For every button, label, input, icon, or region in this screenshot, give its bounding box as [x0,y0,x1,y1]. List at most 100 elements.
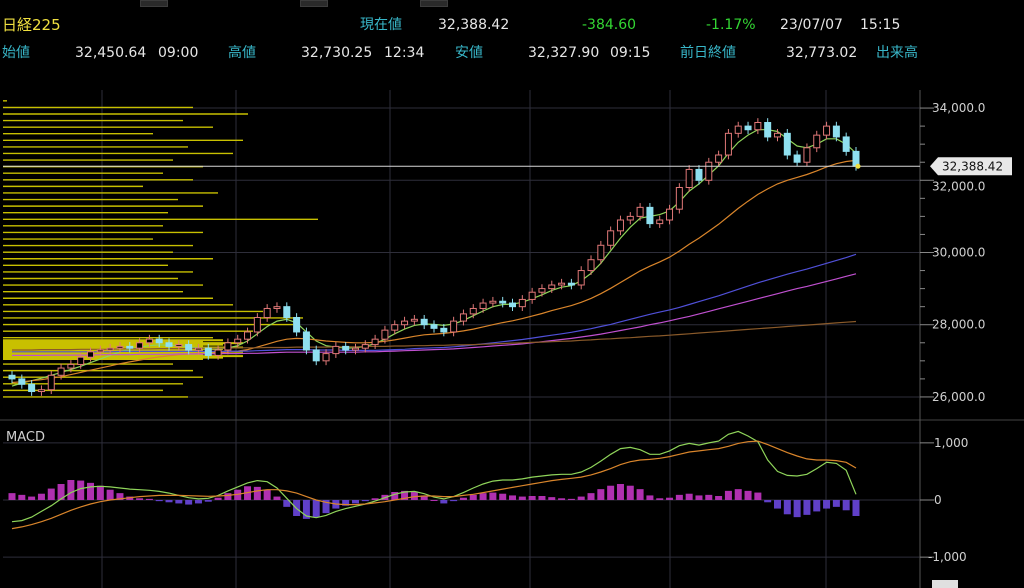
candle-body [558,282,566,286]
candle-body [401,320,409,326]
candle-body [204,347,212,356]
macd-histogram-bar [724,490,732,500]
macd-histogram-bar [577,496,585,500]
candle-body [724,132,732,156]
candle-body [616,219,624,232]
candle-body [283,306,291,318]
moving-average-line [11,159,857,384]
macd-histogram-bar [283,500,291,507]
macd-histogram-bar [106,489,114,500]
candle-body [194,347,202,351]
macd-histogram-bar [116,493,124,500]
macd-histogram-bar [548,497,556,500]
candle-body [420,318,428,326]
toolbar-strip [0,0,1024,8]
moving-average-line [12,320,857,351]
macd-histogram-bar [607,485,615,500]
macd-histogram-bar [852,500,860,516]
candle-body [28,383,36,393]
macd-histogram-bar [597,489,605,500]
candle-body [793,154,801,163]
last-price-marker [855,163,861,169]
macd-histogram-bar [77,480,85,500]
moving-average-line [12,253,857,353]
macd-histogram-bar [518,496,526,500]
candle-body [224,342,232,351]
open-time: 09:00 [158,45,199,61]
candle-body [832,125,840,138]
candle-body [96,349,104,353]
macd-histogram-bar [636,489,644,500]
macd-histogram-bar [440,500,448,504]
macd-histogram-bar [675,494,683,500]
candle-body [116,345,124,349]
moving-average-line [12,273,857,356]
candle-body [273,306,281,309]
candle-body [361,344,369,349]
toolbar-button[interactable] [140,0,168,7]
macd-histogram-bar [646,495,654,500]
macd-histogram-bar [67,480,75,500]
macd-histogram-bar [430,500,438,501]
candle-body [410,318,418,322]
candle-body [440,327,448,333]
candle-body [538,288,546,293]
candle-body [528,291,536,300]
macd-tick-label: 0 [934,493,942,507]
high-label: 高値 [228,45,256,61]
macd-histogram-bar [410,491,418,500]
macd-histogram-bar [656,498,664,500]
prev-close-value: 32,773.02 [786,45,858,61]
candle-body [351,347,359,351]
candle-body [734,125,742,134]
macd-histogram-bar [96,485,104,500]
macd-signal-line [11,440,857,530]
candle-body [744,125,752,131]
candle-body [518,298,526,308]
candle-body [773,132,781,138]
macd-histogram-bar [823,500,831,509]
macd-title: MACD [6,430,45,445]
candle-body [813,134,821,149]
header-row-1: 日経225 現在値 32,388.42 -384.60 -1.17% 23/07… [0,13,1024,37]
macd-histogram-bar [813,500,821,512]
candle-body [754,122,762,131]
candle-body [430,324,438,329]
candle-body [675,187,683,210]
candle-body [37,389,45,393]
macd-histogram-bar [528,496,536,500]
candle-body [479,302,487,309]
candle-body [47,374,55,391]
scrollbar-thumb[interactable] [932,580,958,588]
macd-histogram-bar [194,500,202,504]
candle-body [597,244,605,261]
instrument-title: 日経225 [2,16,61,34]
candle-body [783,132,791,156]
candle-body [695,168,703,181]
candle-body [185,344,193,351]
macd-tick-label: -1,000 [928,550,967,564]
macd-histogram-bar [28,496,36,500]
toolbar-button[interactable] [300,0,328,7]
candle-body [371,338,379,346]
toolbar-button[interactable] [420,0,448,7]
macd-histogram-bar [499,493,507,500]
macd-line [11,430,857,523]
candle-body [155,338,163,344]
macd-histogram-bar [715,496,723,500]
candle-body [499,300,507,304]
candle-body [450,320,458,333]
macd-histogram-bar [253,486,261,500]
change-value: -384.60 [582,17,637,33]
macd-histogram-bar [155,500,163,502]
candle-body [165,342,173,347]
candle-body [77,356,85,365]
candle-body [263,307,271,319]
candle-body [803,147,811,163]
low-value: 32,327.90 [528,45,600,61]
low-label: 安値 [455,45,483,61]
candle-body [57,367,65,376]
change-percent: -1.17% [706,17,756,33]
current-price-tag [930,157,1012,176]
